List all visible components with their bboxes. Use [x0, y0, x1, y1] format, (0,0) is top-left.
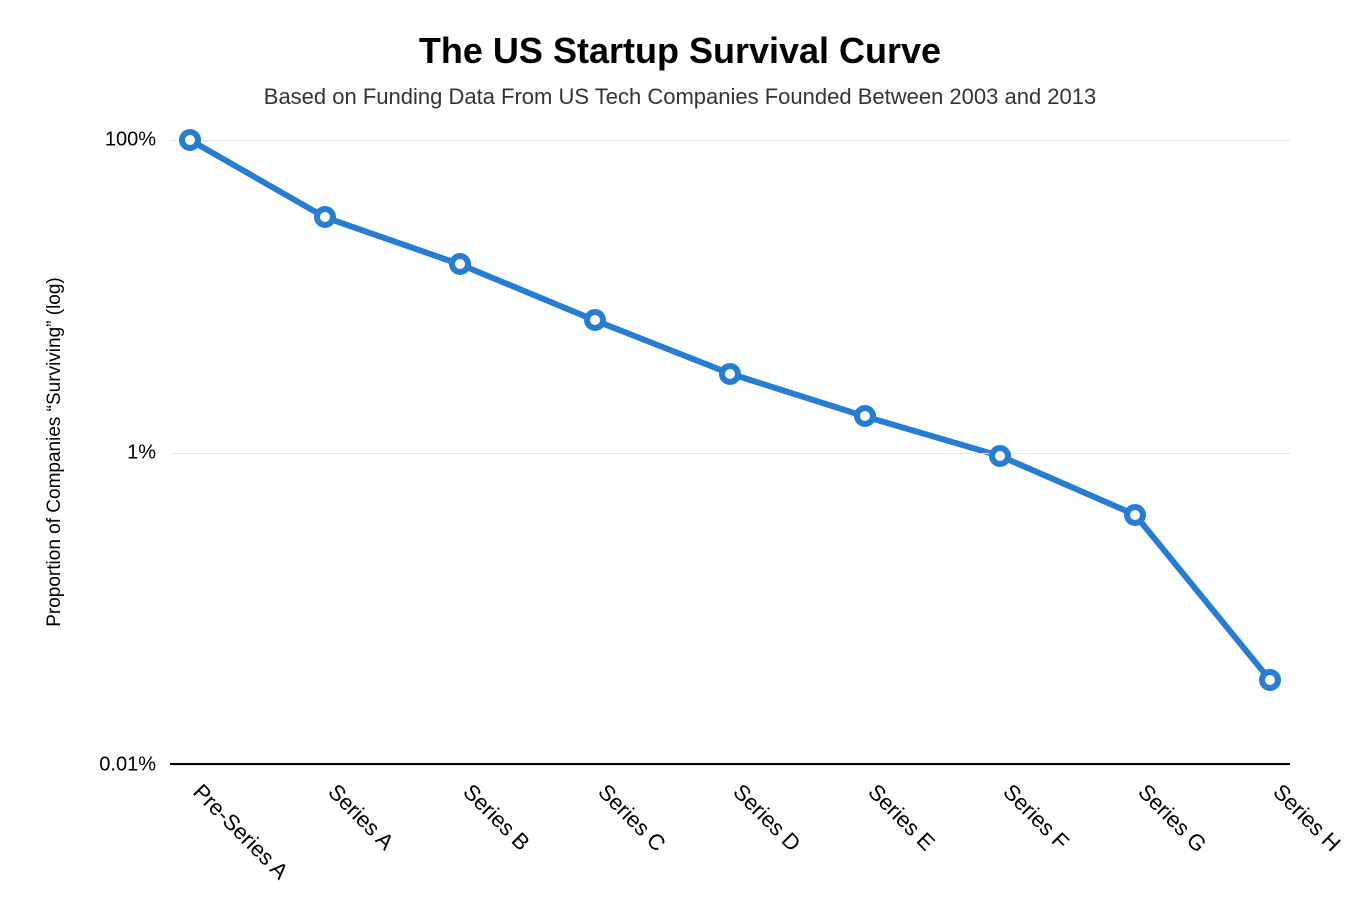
x-tick-label: Series G: [1133, 779, 1212, 858]
data-point-marker: [1124, 504, 1146, 526]
x-tick-label: Series C: [593, 779, 671, 857]
x-tick-label: Series F: [998, 779, 1074, 855]
data-point-marker: [1259, 669, 1281, 691]
data-point-marker: [449, 253, 471, 275]
x-tick-label: Series D: [728, 779, 806, 857]
survival-line: [190, 140, 1270, 680]
x-tick-label: Pre-Series A: [188, 779, 294, 885]
data-point-marker: [314, 206, 336, 228]
x-tick-label: Series E: [863, 779, 940, 856]
data-point-marker: [719, 363, 741, 385]
x-tick-label: Series H: [1268, 779, 1346, 857]
gridline: [170, 765, 1290, 766]
data-point-marker: [179, 129, 201, 151]
y-axis-label: Proportion of Companies “Surviving” (log…: [44, 277, 66, 627]
gridline: [170, 140, 1290, 141]
chart-container: The US Startup Survival Curve Based on F…: [0, 0, 1360, 899]
gridline: [170, 453, 1290, 454]
plot-area: 100%1%0.01%Pre-Series ASeries ASeries BS…: [170, 140, 1290, 765]
y-tick-label: 0.01%: [99, 754, 170, 777]
chart-subtitle: Based on Funding Data From US Tech Compa…: [60, 84, 1300, 110]
x-tick-label: Series A: [323, 779, 399, 855]
chart-title: The US Startup Survival Curve: [60, 30, 1300, 72]
data-point-marker: [584, 309, 606, 331]
y-tick-label: 1%: [127, 441, 170, 464]
data-point-marker: [989, 445, 1011, 467]
y-tick-label: 100%: [105, 129, 170, 152]
data-point-marker: [854, 405, 876, 427]
x-tick-label: Series B: [458, 779, 535, 856]
